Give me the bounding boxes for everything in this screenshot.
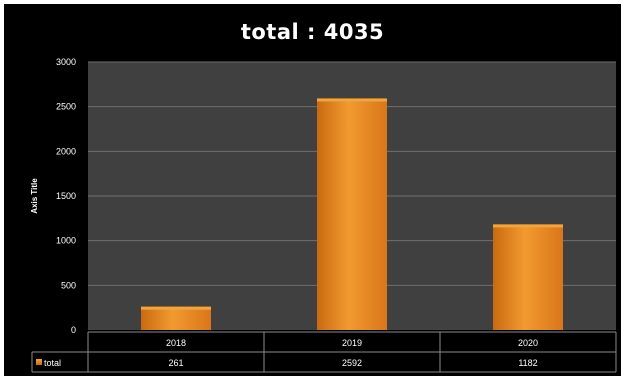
legend-label-total: total: [44, 358, 61, 368]
chart-panel: total : 4035 0 500 1000 1500 2000 2500 3000 Axi…: [4, 4, 621, 376]
bar-top-2020: [493, 224, 563, 228]
bar-top-2019: [317, 98, 387, 102]
table-value: 2592: [342, 358, 362, 368]
table-value: 1182: [518, 358, 537, 368]
bar-top-2018: [141, 306, 211, 310]
y-tick-label: 0: [71, 325, 76, 335]
x-category-label: 2018: [166, 338, 186, 348]
table-value: 261: [168, 358, 183, 368]
x-category-label: 2020: [518, 338, 538, 348]
chart-title: total : 4035: [240, 20, 385, 44]
bar-2020: [493, 224, 563, 330]
bar-2018: [141, 306, 211, 330]
y-tick-label: 500: [61, 280, 76, 290]
bar-2019: [317, 98, 387, 330]
legend-key-total: [36, 359, 42, 365]
y-axis-title: Axis Title: [30, 178, 39, 214]
bar-chart: 0 500 1000 1500 2000 2500 3000 Axis Title 2018 2…: [30, 57, 617, 373]
y-tick-label: 1000: [56, 236, 76, 246]
x-category-label: 2019: [342, 338, 362, 348]
y-tick-label: 2000: [56, 146, 76, 156]
y-tick-label: 1500: [56, 191, 76, 201]
y-tick-label: 2500: [56, 102, 76, 112]
y-tick-label: 3000: [56, 57, 76, 67]
